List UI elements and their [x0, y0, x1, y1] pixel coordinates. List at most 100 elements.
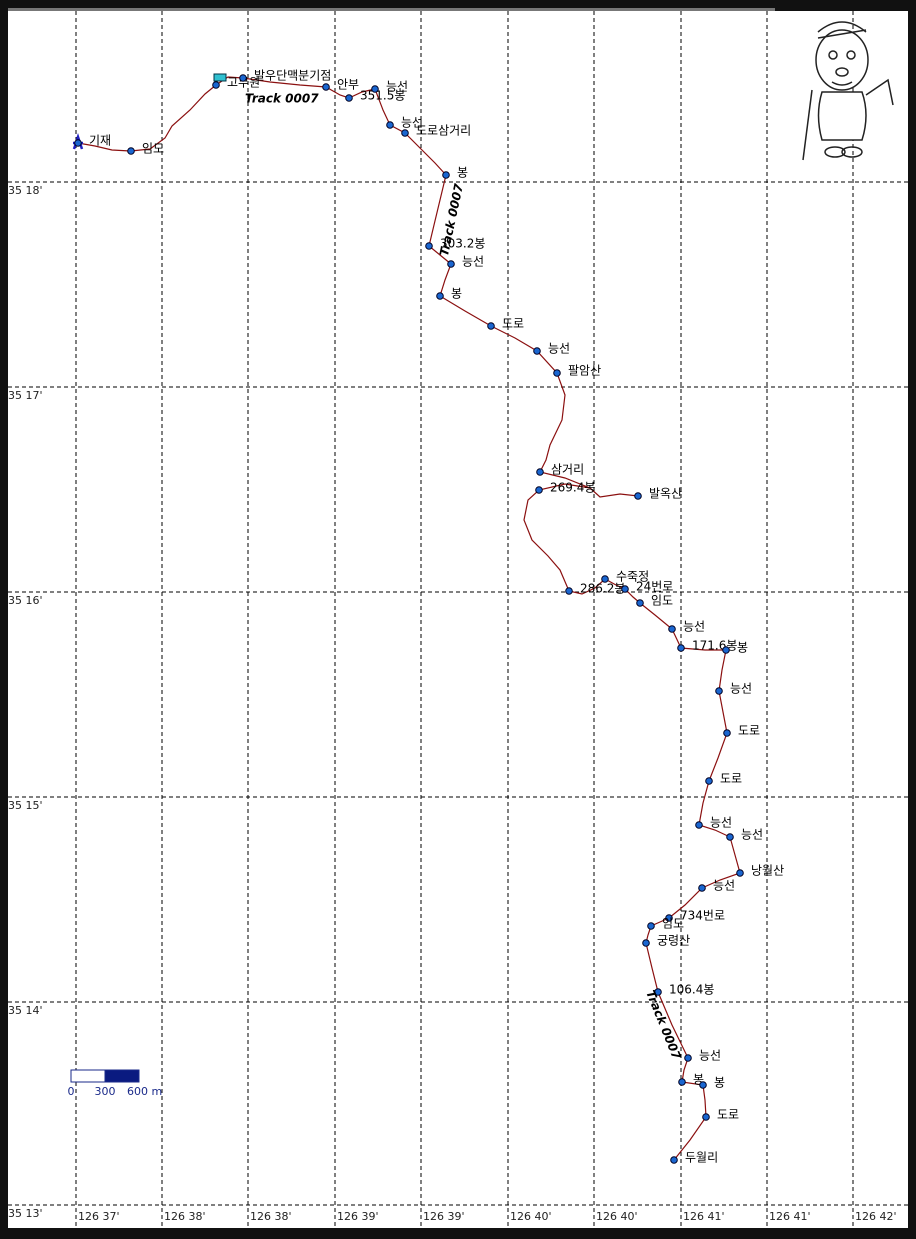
waypoint — [698, 884, 706, 892]
track-label: Track 0007 — [245, 92, 319, 106]
waypoint — [684, 1054, 692, 1062]
waypoint-label: 도로 — [720, 772, 742, 786]
waypoint — [677, 644, 685, 652]
waypoint-label: 궁령산 — [657, 934, 690, 948]
waypoint-label: 봉 — [714, 1076, 725, 1090]
waypoint-label: 능선 — [386, 80, 408, 94]
waypoint — [425, 242, 433, 250]
waypoint — [536, 468, 544, 476]
longitude-label: 126 38' — [164, 1210, 206, 1223]
waypoint-label: 106.4봉 — [669, 983, 714, 997]
waypoint — [654, 988, 662, 996]
waypoint-label: 팔암산 — [568, 364, 601, 378]
waypoint — [322, 83, 330, 91]
waypoint — [715, 687, 723, 695]
waypoint-label: 351.5봉 — [360, 89, 405, 103]
frame-top — [8, 8, 775, 11]
longitude-label: 126 37' — [78, 1210, 120, 1223]
waypoint-label: 도로삼거리 — [416, 124, 471, 138]
waypoint — [678, 1078, 686, 1086]
grid: 126 37' 126 38' 126 38' 126 39' 126 39' 126 4… — [8, 11, 908, 1228]
scale-label: 600 m — [127, 1085, 162, 1098]
waypoint — [212, 81, 220, 89]
waypoint-label: 도로 — [738, 724, 760, 738]
waypoint-label: 고무원 — [227, 76, 260, 90]
longitude-label: 126 39' — [423, 1210, 465, 1223]
waypoints: 기재임도고무원발우단맥분기점안부351.5봉능선능선도로삼거리봉303.2봉능선… — [72, 69, 784, 1165]
waypoint-label: 능선 — [401, 116, 423, 130]
track — [77, 76, 741, 1161]
waypoint — [634, 492, 642, 500]
longitude-label: 126 39' — [337, 1210, 379, 1223]
latitude-label: 35 16' — [8, 594, 43, 607]
waypoint — [722, 646, 730, 654]
waypoint-label: 도로 — [502, 317, 524, 331]
waypoint-label: 286.2봉 — [580, 582, 625, 596]
waypoint-label: 도로 — [717, 1108, 739, 1122]
waypoint-label: 발옥산 — [649, 487, 682, 501]
waypoint-label: 303.2봉 — [440, 237, 485, 251]
latitude-label: 35 15' — [8, 799, 43, 812]
waypoint-label: 삼거리 — [551, 463, 584, 477]
waypoint-icon — [213, 73, 227, 82]
latitude-label: 35 13' — [8, 1207, 43, 1220]
waypoint — [621, 585, 629, 593]
waypoint-label: 171.6봉 — [692, 639, 737, 653]
longitude-label: 126 38' — [250, 1210, 292, 1223]
waypoint-label: 안부 — [337, 78, 359, 92]
scale-label: 300 — [95, 1085, 116, 1098]
latitude-label: 35 18' — [8, 184, 43, 197]
waypoint — [670, 1156, 678, 1164]
waypoint — [736, 869, 744, 877]
waypoint-label: 능선 — [462, 255, 484, 269]
waypoint — [442, 171, 450, 179]
scale-label: 0 — [68, 1085, 75, 1098]
waypoint — [345, 94, 353, 102]
waypoint — [401, 129, 409, 137]
waypoint-label: 임도 — [662, 917, 684, 931]
waypoint-label: 임도 — [651, 594, 673, 608]
waypoint — [668, 625, 676, 633]
waypoint — [723, 729, 731, 737]
waypoint-label: 봉 — [457, 166, 468, 180]
waypoint-label: 24번로 — [636, 580, 673, 594]
waypoint-label: 낭월산 — [751, 864, 784, 878]
waypoint-label: 능선 — [713, 879, 735, 893]
longitude-label: 126 41' — [769, 1210, 811, 1223]
scale-segment — [70, 1069, 106, 1083]
waypoint — [487, 322, 495, 330]
waypoint — [647, 922, 655, 930]
waypoint — [127, 147, 135, 155]
waypoint-label: 능선 — [730, 682, 752, 696]
waypoint — [642, 939, 650, 947]
waypoint-label: 능선 — [741, 828, 763, 842]
waypoint-label: 봉 — [693, 1073, 704, 1087]
waypoint — [665, 914, 673, 922]
latitude-label: 35 17' — [8, 389, 43, 402]
waypoint — [702, 1113, 710, 1121]
waypoint — [699, 1081, 707, 1089]
waypoint-label: 능선 — [548, 342, 570, 356]
waypoint — [386, 121, 394, 129]
waypoint-label: 능선 — [710, 816, 732, 830]
waypoint — [695, 821, 703, 829]
waypoint-label: 734번로 — [680, 909, 725, 923]
waypoint — [371, 85, 379, 93]
waypoint — [533, 347, 541, 355]
waypoint-label: 능선 — [683, 620, 705, 634]
waypoint-label: 두월리 — [685, 1151, 718, 1165]
waypoint — [447, 260, 455, 268]
waypoint — [636, 599, 644, 607]
waypoint — [436, 292, 444, 300]
longitude-label: 126 41' — [683, 1210, 725, 1223]
waypoint — [553, 369, 561, 377]
waypoint-label: 능선 — [699, 1049, 721, 1063]
waypoint-label: 봉 — [451, 287, 462, 301]
cartoon — [802, 21, 894, 161]
waypoint-label: 임도 — [142, 142, 164, 156]
waypoint-label: 발우단맥분기점 — [254, 69, 331, 83]
waypoint — [239, 74, 247, 82]
waypoint-label: 수죽정 — [616, 570, 649, 584]
